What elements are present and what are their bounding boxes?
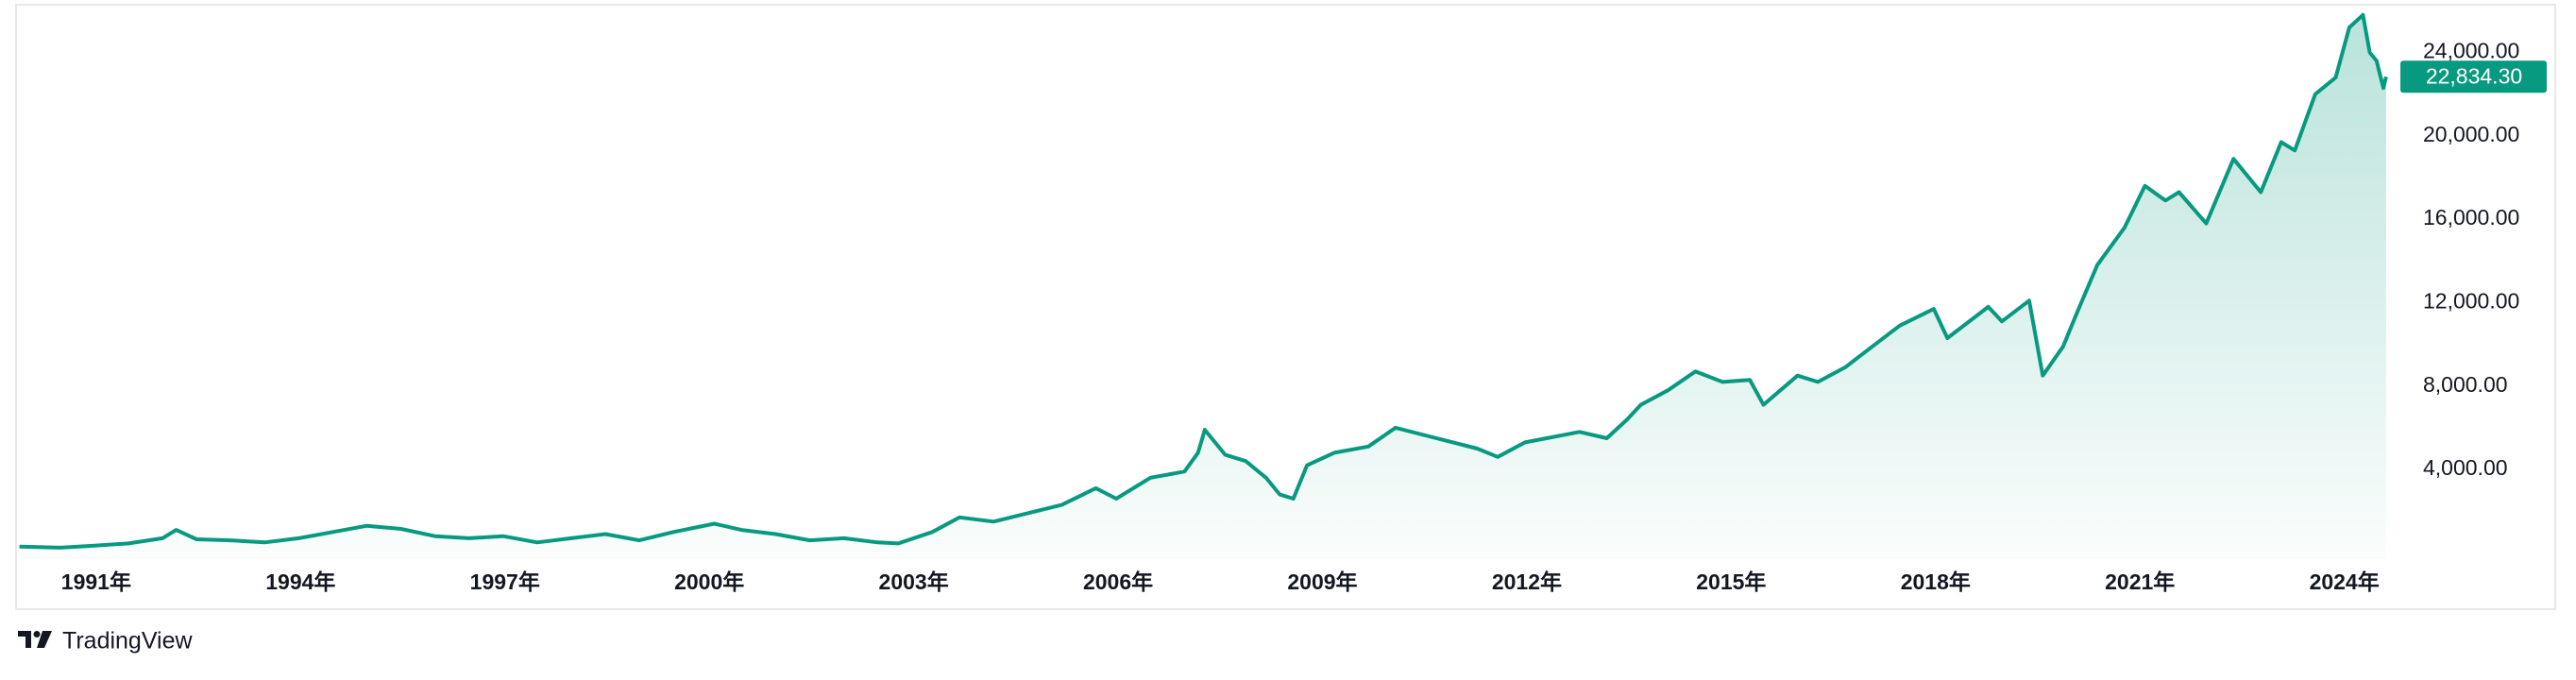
x-tick-label: 2006年 xyxy=(1083,570,1153,594)
watermark: TradingView xyxy=(62,628,194,654)
x-tick-label: 1997年 xyxy=(470,570,540,594)
y-tick-label: 24,000.00 xyxy=(2423,39,2519,63)
y-tick-label: 4,000.00 xyxy=(2423,455,2508,480)
x-tick-label: 2000年 xyxy=(674,570,744,594)
x-tick-label: 1994年 xyxy=(265,570,335,594)
area xyxy=(19,14,2386,560)
price-badge-bg xyxy=(2400,60,2547,94)
chart-frame xyxy=(15,4,2556,610)
x-tick-label: 2015年 xyxy=(1696,570,1766,594)
price-badge-label: 22,834.30 xyxy=(2426,63,2522,88)
y-tick-label: 12,000.00 xyxy=(2423,289,2519,314)
y-tick-label: 16,000.00 xyxy=(2423,205,2519,230)
x-tick-label: 2009年 xyxy=(1287,570,1357,594)
x-tick-label: 1991年 xyxy=(61,570,131,594)
line xyxy=(19,12,2388,550)
price-badge: 22,834.30 xyxy=(2400,60,2547,94)
x-tick-label: 2024年 xyxy=(2310,570,2380,594)
y-tick-label: 8,000.00 xyxy=(2423,372,2508,397)
x-tick-label: 2003年 xyxy=(879,570,949,594)
x-tick-label: 2018年 xyxy=(1901,570,1971,594)
x-tick-label: 2012年 xyxy=(1492,570,1562,594)
x-tick-label: 2021年 xyxy=(2105,570,2175,594)
y-tick-label: 20,000.00 xyxy=(2423,122,2519,146)
logo xyxy=(18,631,52,648)
